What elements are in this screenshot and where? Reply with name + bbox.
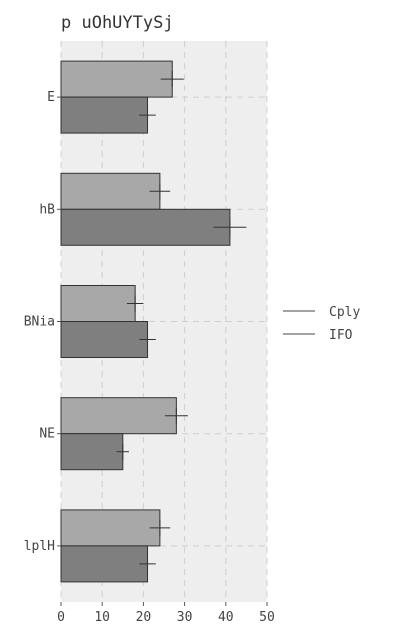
x-tick-label: 0 — [57, 610, 65, 625]
y-tick-label: lplH — [24, 539, 55, 554]
legend-label: IFO — [329, 328, 353, 343]
bar — [60, 96, 149, 134]
error-bars — [116, 71, 247, 572]
y-tick-label: NE — [39, 427, 55, 442]
x-tick-label: 30 — [177, 610, 193, 625]
bar — [60, 509, 161, 547]
x-tick-label: 40 — [218, 610, 234, 625]
chart-title: p uOhUYTySj — [61, 13, 174, 33]
legend-label: Cply — [329, 305, 360, 320]
bar — [60, 60, 173, 98]
y-tick-label: E — [47, 90, 55, 105]
x-tick-label: 50 — [259, 610, 275, 625]
x-tick-label: 20 — [136, 610, 152, 625]
bar — [60, 433, 124, 471]
legend: Cply IFO — [283, 305, 360, 343]
bar — [60, 397, 177, 435]
y-axis: EhB BNia NE lplH — [24, 90, 61, 554]
y-tick-label: hB — [39, 202, 55, 217]
bar — [60, 172, 161, 210]
bar — [60, 545, 149, 583]
y-tick-label: BNia — [24, 315, 55, 330]
bar — [60, 208, 231, 246]
bars — [60, 60, 231, 583]
x-tick-label: 10 — [94, 610, 110, 625]
bar — [60, 285, 136, 322]
x-axis: 0 10 20 30 40 50 — [57, 602, 275, 625]
bar — [60, 321, 149, 358]
